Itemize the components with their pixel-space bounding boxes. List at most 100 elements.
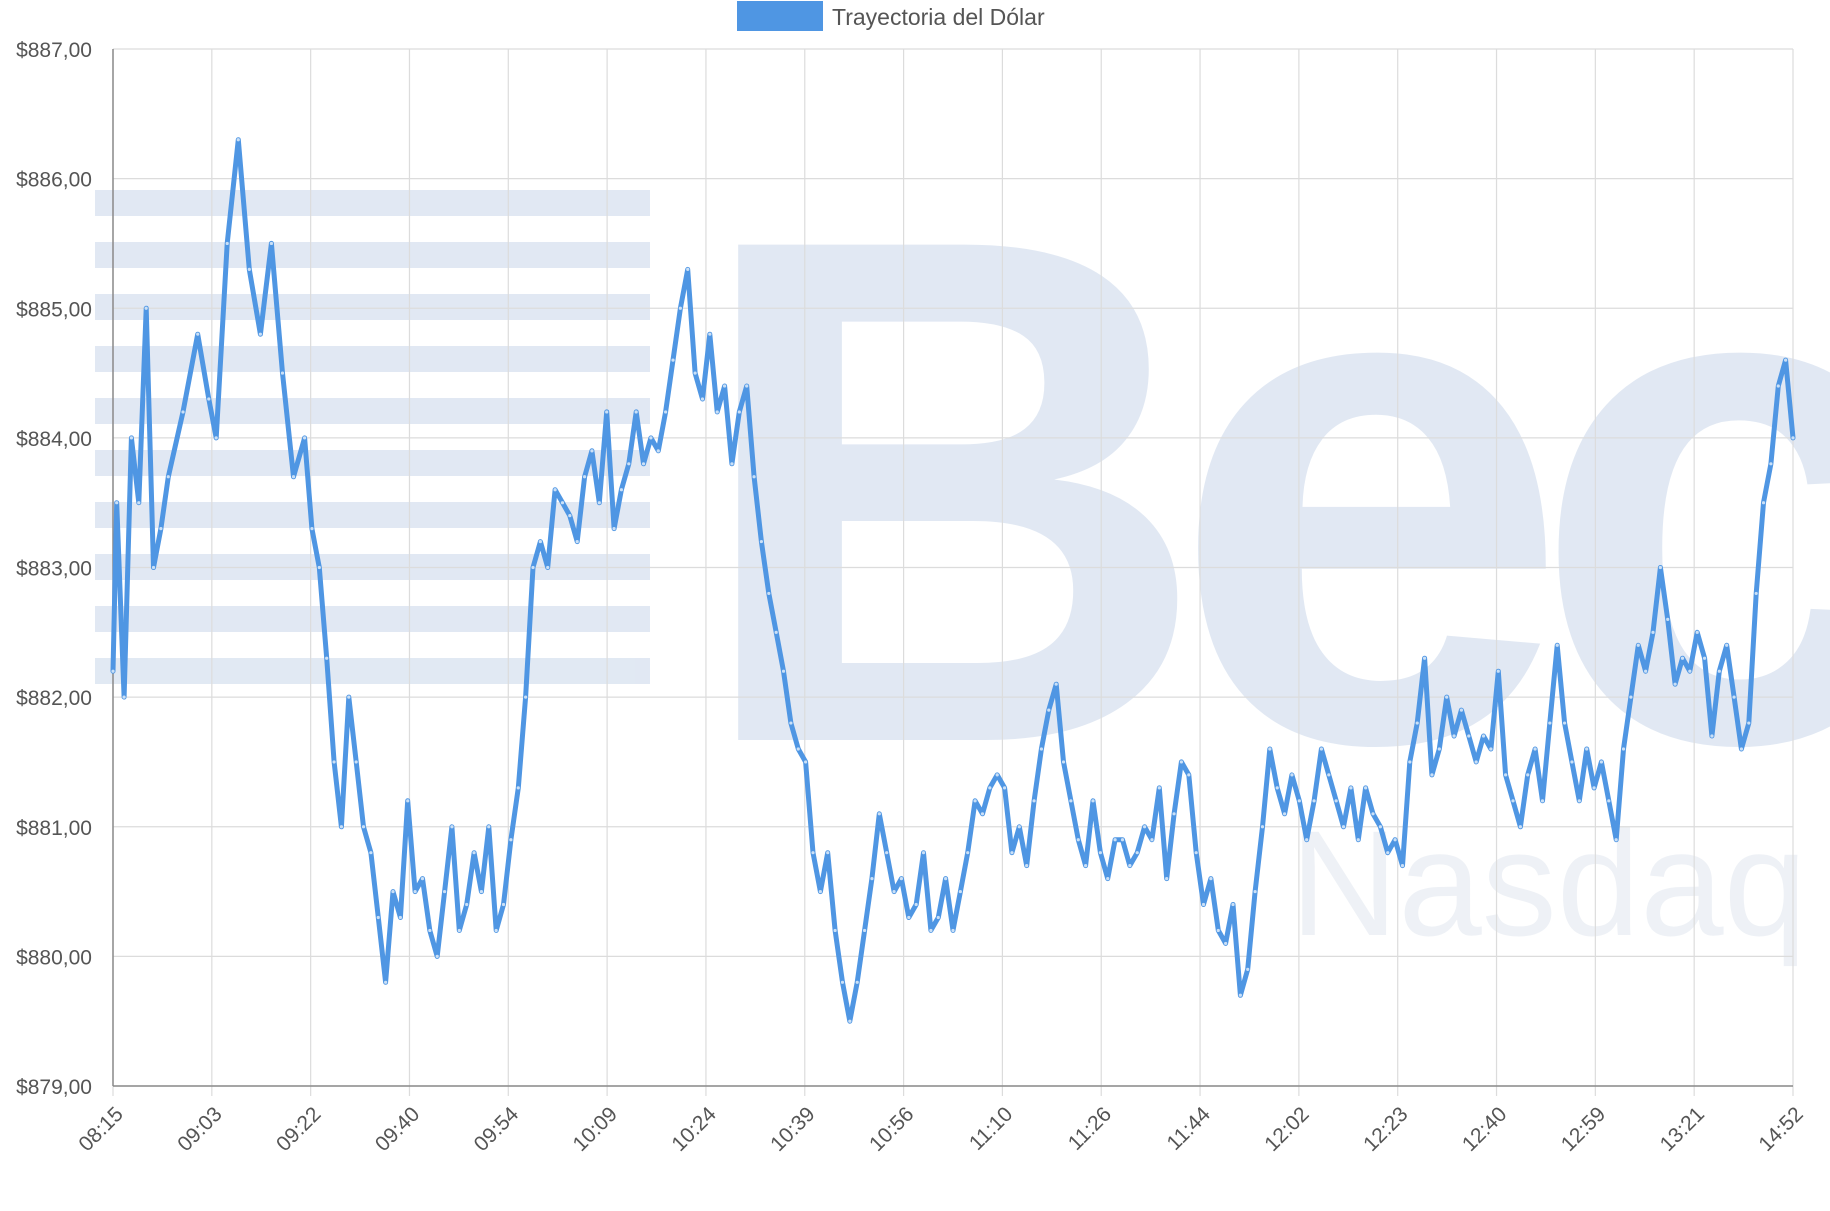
data-point bbox=[1599, 760, 1604, 764]
data-point bbox=[840, 980, 845, 984]
data-point bbox=[1275, 786, 1279, 790]
data-point bbox=[1142, 825, 1147, 829]
data-point bbox=[737, 410, 741, 414]
data-point bbox=[1017, 825, 1021, 829]
data-point bbox=[774, 630, 778, 634]
data-point bbox=[339, 825, 344, 829]
data-point bbox=[111, 669, 115, 673]
data-point bbox=[325, 656, 329, 660]
data-point bbox=[1680, 656, 1685, 660]
data-point bbox=[137, 501, 141, 505]
data-point bbox=[1489, 747, 1493, 751]
x-tick-label: 09:40 bbox=[371, 1103, 424, 1156]
data-point bbox=[1548, 721, 1552, 725]
data-point bbox=[1238, 993, 1242, 997]
y-tick-label: $879,00 bbox=[16, 1076, 92, 1099]
data-point bbox=[892, 889, 896, 894]
data-point bbox=[1725, 643, 1729, 647]
legend[interactable]: Trayectoria del Dólar bbox=[737, 1, 1045, 31]
legend-label[interactable]: Trayectoria del Dólar bbox=[832, 4, 1045, 30]
data-point bbox=[1570, 760, 1574, 764]
watermark-stripe bbox=[95, 606, 650, 632]
data-point bbox=[1120, 838, 1125, 842]
data-point bbox=[1216, 928, 1220, 933]
data-point bbox=[560, 501, 565, 505]
data-point bbox=[862, 928, 867, 933]
data-point bbox=[796, 747, 800, 751]
data-point bbox=[885, 851, 889, 855]
data-point bbox=[538, 539, 542, 544]
data-point bbox=[1644, 669, 1648, 673]
data-point bbox=[302, 436, 307, 440]
data-point bbox=[722, 384, 727, 388]
watermark-text: Bec bbox=[690, 88, 1830, 893]
data-point bbox=[472, 851, 476, 855]
data-point bbox=[1150, 838, 1154, 842]
x-tick-label: 09:03 bbox=[173, 1103, 226, 1156]
data-point bbox=[899, 877, 904, 881]
data-point bbox=[1378, 825, 1382, 829]
data-point bbox=[1032, 799, 1036, 803]
data-point bbox=[347, 695, 351, 699]
data-point bbox=[1069, 799, 1073, 803]
data-point bbox=[225, 241, 229, 246]
y-tick-label: $880,00 bbox=[16, 946, 92, 969]
data-point bbox=[693, 371, 697, 375]
data-point bbox=[1467, 734, 1471, 738]
legend-swatch[interactable] bbox=[737, 1, 823, 31]
data-point bbox=[1172, 812, 1176, 816]
data-point bbox=[627, 462, 631, 466]
y-tick-label: $883,00 bbox=[16, 558, 92, 581]
data-point bbox=[966, 851, 970, 855]
data-point bbox=[1327, 773, 1331, 777]
data-point bbox=[1562, 721, 1567, 725]
data-point bbox=[317, 565, 321, 570]
data-point bbox=[1187, 773, 1191, 777]
data-point bbox=[995, 773, 999, 777]
data-point bbox=[921, 851, 926, 855]
watermark-subtext: Nasdaq bbox=[1290, 799, 1807, 967]
data-point bbox=[700, 397, 705, 401]
x-tick-label: 11:44 bbox=[1163, 1102, 1216, 1155]
data-point bbox=[973, 799, 977, 803]
data-point bbox=[258, 332, 262, 336]
data-point bbox=[546, 565, 550, 570]
data-point bbox=[1076, 838, 1080, 842]
data-point bbox=[781, 669, 786, 673]
data-point bbox=[1636, 643, 1640, 647]
data-point bbox=[181, 410, 185, 414]
data-point bbox=[575, 539, 579, 544]
data-point bbox=[649, 436, 653, 440]
y-tick-label: $886,00 bbox=[16, 169, 92, 192]
watermark-stripe bbox=[95, 398, 650, 424]
data-point bbox=[936, 915, 940, 920]
y-tick-label: $884,00 bbox=[16, 428, 92, 451]
data-point bbox=[1437, 747, 1441, 751]
data-point bbox=[1526, 773, 1530, 777]
data-point bbox=[1555, 643, 1559, 647]
data-point bbox=[944, 877, 948, 881]
data-point bbox=[1747, 721, 1751, 725]
data-point bbox=[958, 889, 962, 894]
x-axis-ticks: 08:15 09:03 09:22 09:40 09:54 10:09 10:24 10:39… bbox=[74, 1102, 1807, 1156]
x-tick-label: 12:40 bbox=[1458, 1103, 1511, 1156]
data-point bbox=[1054, 682, 1058, 686]
data-point bbox=[1415, 721, 1419, 725]
data-point bbox=[129, 436, 134, 440]
x-tick-label: 09:54 bbox=[470, 1102, 524, 1156]
data-point bbox=[487, 825, 491, 829]
data-point bbox=[450, 825, 454, 829]
data-point bbox=[597, 501, 601, 505]
data-point bbox=[767, 591, 771, 596]
data-point bbox=[980, 812, 985, 816]
data-point bbox=[269, 241, 274, 246]
data-point bbox=[730, 462, 734, 466]
data-point bbox=[1666, 617, 1670, 621]
data-point bbox=[656, 449, 660, 453]
y-tick-label: $885,00 bbox=[16, 298, 92, 321]
y-tick-label: $887,00 bbox=[16, 39, 92, 62]
data-point bbox=[1098, 851, 1102, 855]
data-point bbox=[1702, 656, 1707, 660]
